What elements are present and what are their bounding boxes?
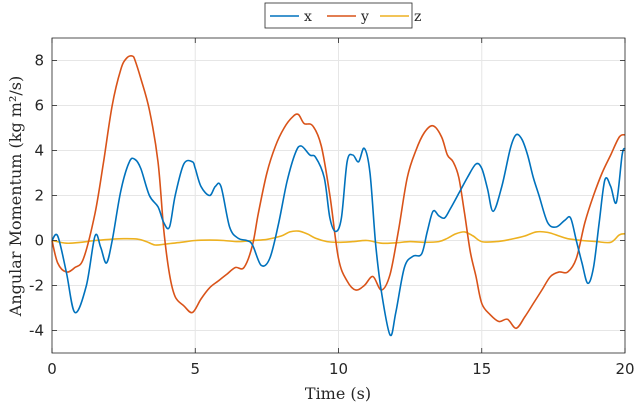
x-tick-label: 5 <box>190 360 200 378</box>
y-tick-label: 8 <box>34 52 44 70</box>
series-line-x <box>51 133 626 337</box>
x-axis-label: Time (s) <box>305 384 371 403</box>
y-tick-label: -4 <box>29 322 44 340</box>
x-tick-label: 10 <box>329 360 348 378</box>
tick-marks <box>51 38 626 353</box>
y-axis-label: Angular Momentum (kg m²/s) <box>6 76 25 317</box>
grid-lines <box>51 38 626 353</box>
y-tick-label: 6 <box>34 97 44 115</box>
series-line-y <box>51 55 626 330</box>
series-line-z <box>51 230 626 246</box>
legend-label-x: x <box>304 9 312 25</box>
x-tick-label: 0 <box>47 360 57 378</box>
y-tick-label: 0 <box>34 232 44 250</box>
legend-label-y: y <box>360 9 369 25</box>
y-tick-label: 2 <box>34 187 44 205</box>
tick-labels: 0 5 10 15 20 -4 -2 0 2 4 6 8 <box>29 52 635 379</box>
x-tick-label: 15 <box>472 360 491 378</box>
y-tick-label: 4 <box>34 142 44 160</box>
legend: x y z <box>264 2 421 29</box>
x-tick-label: 20 <box>615 360 634 378</box>
series-lines <box>51 55 626 337</box>
legend-label-z: z <box>414 9 421 25</box>
y-tick-label: -2 <box>29 277 44 295</box>
